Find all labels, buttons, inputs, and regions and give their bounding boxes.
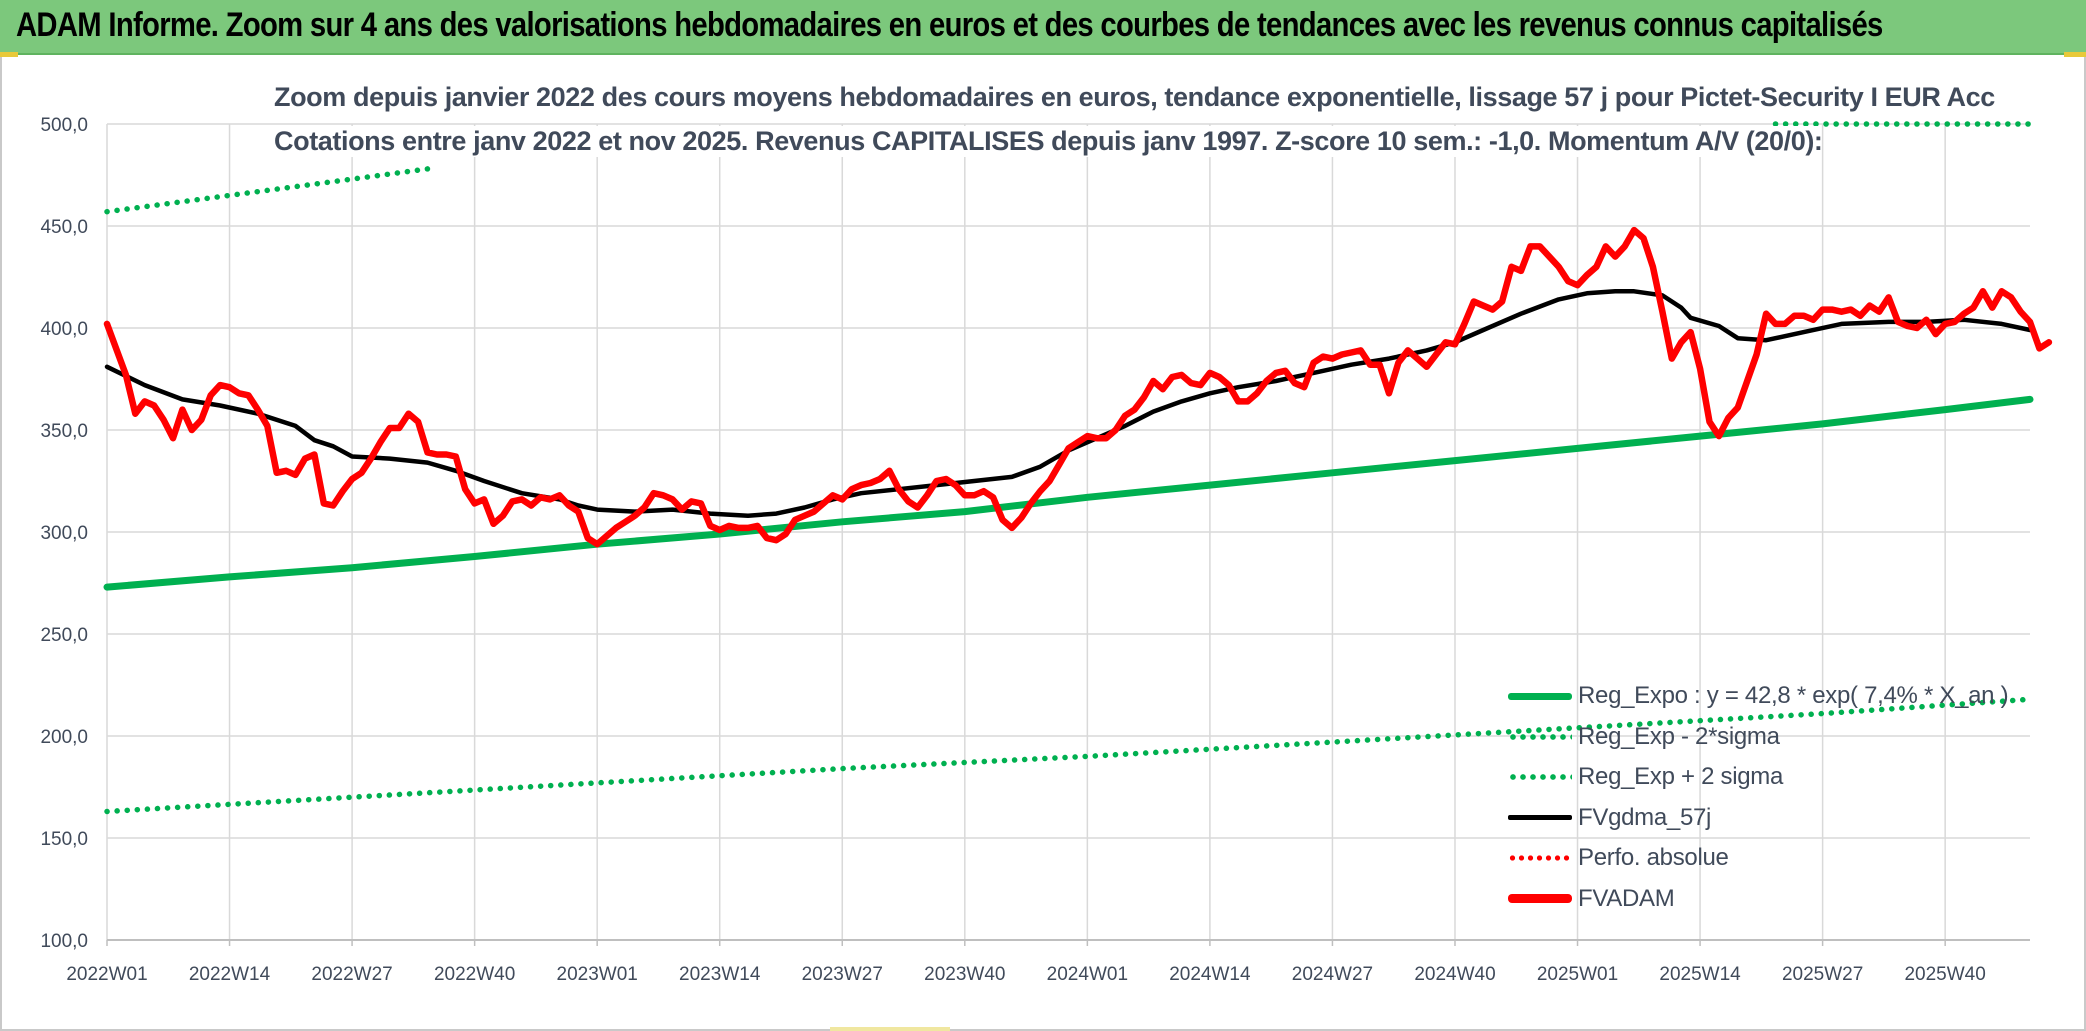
- x-tick-label: 2022W14: [189, 964, 271, 985]
- legend-label: Reg_Exp - 2*sigma: [1578, 722, 1780, 750]
- x-tick-label: 2023W14: [679, 964, 761, 985]
- x-tick-label: 2025W01: [1537, 964, 1618, 985]
- legend-label: FVADAM: [1578, 884, 1675, 912]
- y-tick-label: 300,0: [40, 523, 88, 544]
- legend-label: FVgdma_57j: [1578, 803, 1712, 831]
- legend-item-reg-exp-plus: Reg_Exp + 2 sigma: [1508, 757, 2008, 798]
- legend-swatch: [1508, 894, 1572, 904]
- series-reg-exp-plus-2sigma: [104, 166, 431, 215]
- banner-accent-right: [2064, 52, 2086, 57]
- legend-item-perfo: Perfo. absolue: [1508, 838, 2008, 879]
- legend-item-reg-expo: Reg_Expo : y = 42,8 * exp( 7,4% * X_an ): [1508, 676, 2009, 717]
- y-tick-label: 500,0: [40, 115, 88, 136]
- x-tick-label: 2023W01: [557, 964, 638, 985]
- y-tick-label: 250,0: [40, 625, 88, 646]
- gridlines: [106, 123, 2030, 946]
- legend-swatch: [1508, 855, 1572, 862]
- legend-swatch: [1508, 774, 1572, 781]
- report-banner: ADAM Informe. Zoom sur 4 ans des valoris…: [0, 0, 2086, 55]
- y-tick-label: 450,0: [40, 217, 88, 238]
- series-layer: [103, 121, 2053, 815]
- chart-legend: Reg_Expo : y = 42,8 * exp( 7,4% * X_an )…: [1508, 676, 2009, 920]
- legend-item-reg-exp-minus: Reg_Exp - 2*sigma: [1508, 717, 2008, 758]
- report-title: ADAM Informe. Zoom sur 4 ans des valoris…: [16, 6, 1883, 44]
- x-tick-label: 2022W01: [66, 964, 147, 985]
- x-tick-label: 2024W01: [1047, 964, 1128, 985]
- x-tick-label: 2024W27: [1292, 964, 1373, 985]
- x-tick-label: 2024W40: [1414, 964, 1495, 985]
- legend-label: Perfo. absolue: [1578, 844, 1729, 872]
- y-tick-label: 150,0: [40, 829, 88, 850]
- x-tick-label: 2025W40: [1904, 964, 1985, 985]
- banner-accent-left: [0, 52, 18, 57]
- axis-labels: 500,0 450,0 400,0 350,0 300,0 250,0 200,0 150,0…: [40, 115, 1985, 985]
- y-tick-label: 350,0: [40, 421, 88, 442]
- legend-swatch: [1508, 733, 1572, 740]
- series-fvadam: [103, 226, 2053, 548]
- series-fvgdma-57j: [104, 289, 2033, 518]
- series-reg-exp-minus-2sigma: [104, 696, 2033, 815]
- legend-item-fvgdma: FVgdma_57j: [1508, 798, 2008, 839]
- bottom-accent: [830, 1027, 950, 1031]
- x-tick-label: 2023W40: [924, 964, 1005, 985]
- x-tick-label: 2022W40: [434, 964, 515, 985]
- y-tick-label: 400,0: [40, 319, 88, 340]
- x-tick-label: 2023W27: [802, 964, 883, 985]
- legend-label: Reg_Exp + 2 sigma: [1578, 763, 1784, 791]
- y-tick-label: 100,0: [40, 931, 88, 952]
- legend-swatch: [1508, 815, 1572, 821]
- legend-label: Reg_Expo : y = 42,8 * exp( 7,4% * X_an ): [1578, 682, 2009, 710]
- y-tick-label: 200,0: [40, 727, 88, 748]
- series-reg-expo: [103, 395, 2034, 591]
- x-tick-label: 2022W27: [311, 964, 392, 985]
- chart-title-line2: Cotations entre janv 2022 et nov 2025. R…: [268, 126, 1823, 157]
- x-tick-label: 2024W14: [1169, 964, 1251, 985]
- chart-title-line1: Zoom depuis janvier 2022 des cours moyen…: [268, 82, 1995, 113]
- x-tick-label: 2025W27: [1782, 964, 1863, 985]
- x-tick-label: 2025W14: [1659, 964, 1741, 985]
- legend-item-fvadam: FVADAM: [1508, 879, 2008, 920]
- legend-swatch: [1508, 692, 1572, 700]
